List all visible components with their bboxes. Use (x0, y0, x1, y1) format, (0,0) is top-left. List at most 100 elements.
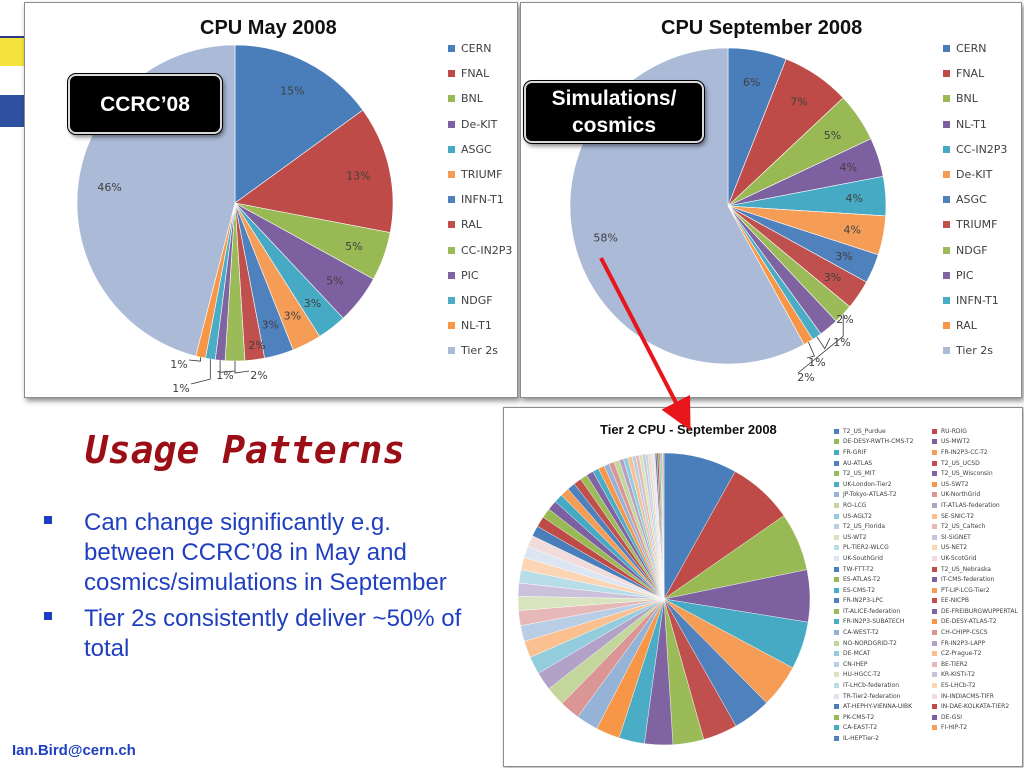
legend-label: UK-London-Tier2 (843, 480, 892, 488)
legend-item-UK-London-Tier2: UK-London-Tier2 (834, 479, 930, 490)
legend-item-ASGC: ASGC (943, 187, 1007, 212)
legend-label: T2_US_Wisconsin (941, 470, 993, 478)
legend-item-T2_US_MIT: T2_US_MIT (834, 468, 930, 479)
legend-swatch (932, 704, 937, 710)
legend-item-FNAL: FNAL (448, 61, 512, 86)
slice-label-RAL: 2% (248, 339, 265, 352)
legend-label: US-SWT2 (941, 480, 969, 488)
legend-label: FR-IN2P3-CC-T2 (941, 448, 988, 456)
legend-swatch (943, 120, 950, 128)
slice-label-CC-IN2P3: 4% (845, 192, 862, 205)
legend-swatch (943, 171, 950, 179)
legend-item-CA-EAST-T2: CA-EAST-T2 (834, 723, 930, 734)
square-bullet-icon (44, 516, 52, 524)
legend-label: PT-LIP-LCG-Tier2 (941, 586, 990, 594)
legend-label: FNAL (956, 67, 985, 81)
legend-item-KR-KISTI-T2: KR-KISTI-T2 (932, 670, 1022, 681)
legend-label: DE-MCAT (843, 650, 871, 658)
legend-item-RAL: RAL (448, 212, 512, 237)
legend-swatch (943, 196, 950, 204)
legend-label: DE-DESY-ATLAS-T2 (941, 618, 997, 626)
legend-swatch (932, 661, 937, 667)
legend-item-T2_US_Caltech: T2_US_Caltech (932, 521, 1022, 532)
legend-label: RO-LCG (843, 501, 867, 509)
legend-swatch (448, 145, 455, 153)
legend-label: UK-ScotGrid (941, 554, 977, 562)
legend-swatch (834, 672, 839, 678)
leader-line-NDGF (797, 314, 844, 374)
legend-swatch (448, 171, 455, 179)
legend-item-RAL: RAL (943, 313, 1007, 338)
legend-label: US-NET2 (941, 544, 968, 552)
bullet-text: Can change significantly e.g. between CC… (84, 509, 447, 596)
legend-label: T2_US_Caltech (941, 523, 986, 531)
legend-label: De-KIT (956, 168, 993, 182)
legend-swatch (943, 322, 950, 330)
legend-item-US-WT2: US-WT2 (834, 532, 930, 543)
legend-label: IN-INDIACMS-TIFR (941, 692, 994, 700)
legend-item-De-KIT: De-KIT (448, 112, 512, 137)
slice-label-CERN: 6% (743, 76, 760, 89)
slice-label-INFN-T1: 1% (833, 336, 850, 349)
legend-swatch (834, 513, 839, 519)
legend-swatch (943, 246, 950, 254)
legend-label: HU-HGCC-T2 (843, 671, 881, 679)
legend-label: FR-IN2P3-LAPP (941, 639, 986, 647)
legend-swatch (834, 608, 839, 614)
legend-label: RAL (956, 319, 977, 333)
legend-swatch (448, 322, 455, 330)
legend-item-CH-CHIPP-CSCS: CH-CHIPP-CSCS (932, 627, 1022, 638)
legend-label: BE-TIER2 (941, 660, 968, 668)
legend-item-T2_US_Nebraska: T2_US_Nebraska (932, 564, 1022, 575)
legend-swatch (932, 714, 937, 720)
may-chart-panel: 15% 13% 5% 5% 3% 3% 3% 2% 2% 1% 1% 1% 46% CPU May 20… (24, 2, 518, 398)
footer-email: Ian.Bird@cern.ch (12, 742, 136, 759)
simulations-callout-line-1: Simulations/ (551, 87, 677, 110)
legend-label: SI-SiGNET (941, 533, 971, 541)
bullet-item: Tier 2s consistently deliver ~50% of tot… (42, 604, 482, 664)
square-bullet-icon (44, 612, 52, 620)
legend-swatch (448, 70, 455, 78)
legend-item-CERN: CERN (448, 36, 512, 61)
legend-swatch (448, 347, 455, 355)
tier2-legend-column-1: T2_US_Purdue DE-DESY-RWTH-CMS-T2 FR-GRIF AU… (834, 426, 930, 744)
legend-item-PT-LIP-LCG-Tier2: PT-LIP-LCG-Tier2 (932, 585, 1022, 596)
slice-label-NDGF: 2% (797, 371, 814, 384)
legend-item-DE-DESY-ATLAS-T2: DE-DESY-ATLAS-T2 (932, 617, 1022, 628)
legend-swatch (943, 296, 950, 304)
slice-label-De-KIT: 4% (843, 224, 860, 237)
ccrc-callout: CCRC’08 (68, 74, 222, 134)
legend-item-NDGF: NDGF (448, 288, 512, 313)
legend-swatch (834, 555, 839, 561)
leader-line-NDGF (190, 359, 211, 385)
legend-item-ES-ATLAS-T2: ES-ATLAS-T2 (834, 574, 930, 585)
legend-label: T2_US_Florida (843, 523, 886, 531)
legend-label: RU-RDIG (941, 427, 967, 435)
legend-swatch (932, 693, 937, 699)
legend-item-FNAL: FNAL (943, 61, 1007, 86)
legend-label: JP-Tokyo-ATLAS-T2 (843, 491, 897, 499)
legend-item-NO-NORDGRID-T2: NO-NORDGRID-T2 (834, 638, 930, 649)
legend-swatch (834, 534, 839, 540)
legend-swatch (932, 566, 937, 572)
september-chart-title: CPU September 2008 (661, 17, 863, 39)
legend-swatch (834, 714, 839, 720)
legend-item-INFN-T1: INFN-T1 (943, 288, 1007, 313)
slice-label-ASGC: 3% (304, 297, 321, 310)
legend-item-US-SWT2: US-SWT2 (932, 479, 1022, 490)
legend-item-BNL: BNL (943, 86, 1007, 111)
slice-label-Tier 2s: 46% (97, 181, 121, 194)
slice-label-FNAL: 7% (790, 96, 807, 109)
legend-item-T2_US_UCSD: T2_US_UCSD (932, 458, 1022, 469)
legend-item-Tier 2s: Tier 2s (943, 338, 1007, 363)
legend-swatch (932, 630, 937, 636)
slice-label-INFN-T1: 3% (262, 318, 279, 331)
simulations-callout: Simulations/ cosmics (524, 81, 704, 143)
legend-label: PL-TIER2-WLCG (843, 544, 889, 552)
legend-item-CA-WEST-T2: CA-WEST-T2 (834, 627, 930, 638)
legend-swatch (932, 555, 937, 561)
legend-swatch (932, 471, 937, 477)
legend-item-UK-ScotGrid: UK-ScotGrid (932, 553, 1022, 564)
legend-item-T2_US_Florida: T2_US_Florida (834, 521, 930, 532)
leader-line-RAL (806, 341, 815, 359)
